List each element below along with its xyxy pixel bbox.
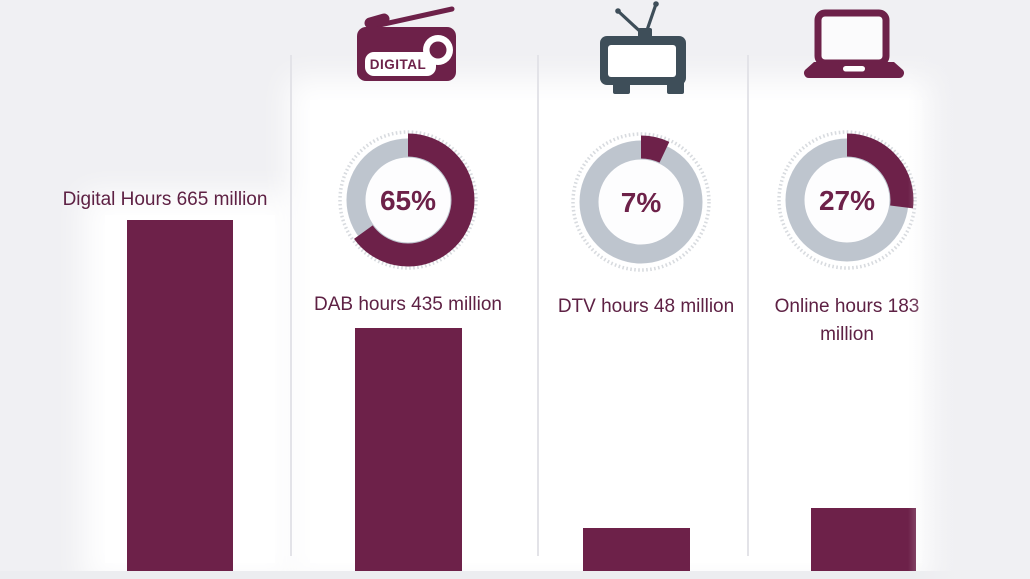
digital-radio-icon: DIGITAL xyxy=(357,6,456,81)
dab-hours-label: DAB hours 435 million xyxy=(314,294,502,315)
dab-hours-bar xyxy=(355,328,462,571)
right-edge-fade xyxy=(908,0,1030,579)
radio-antenna-base xyxy=(364,13,390,29)
dtv-hours-bar xyxy=(583,528,690,571)
laptop-screen xyxy=(814,9,890,67)
bottom-baseline-strip xyxy=(0,571,1030,579)
radio-display-text: DIGITAL xyxy=(370,57,427,72)
donut-tick-ring xyxy=(571,132,711,272)
dtv-hours-label: DTV hours 48 million xyxy=(557,296,735,317)
donut-value-arc xyxy=(780,133,914,267)
tv-screen xyxy=(608,45,676,77)
radio-antenna xyxy=(372,6,455,29)
dtv-donut-chart: 7% xyxy=(571,132,711,272)
online-hours-label: Online hours 183 million xyxy=(774,296,920,345)
tv-icon xyxy=(600,1,686,94)
online-hours-bar xyxy=(811,508,916,571)
donut-value-arc xyxy=(574,135,708,269)
online-donut-chart: 27% xyxy=(777,130,917,270)
digital-hours-label: Digital Hours 665 million xyxy=(62,189,268,210)
laptop-touchpad xyxy=(843,66,865,72)
tv-antenna-base xyxy=(638,28,652,38)
column-divider-2 xyxy=(537,55,539,556)
donut-tick-ring xyxy=(338,130,478,270)
digital-hours-bar xyxy=(127,220,233,571)
donut-value-arc xyxy=(341,133,475,267)
column-divider-3 xyxy=(747,55,749,556)
column-divider-1 xyxy=(290,55,292,556)
tv-antenna-tip-right xyxy=(653,1,659,7)
laptop-icon xyxy=(804,9,904,79)
donut-percentage-label: 27% xyxy=(819,185,875,216)
donut-percentage-label: 7% xyxy=(621,187,662,218)
donut-percentage-label: 65% xyxy=(380,185,436,216)
radio-display xyxy=(365,52,436,76)
dab-donut-chart: 65% xyxy=(338,130,478,270)
radio-dial-inner xyxy=(429,41,447,59)
tv-antenna-tip-left xyxy=(615,8,621,14)
